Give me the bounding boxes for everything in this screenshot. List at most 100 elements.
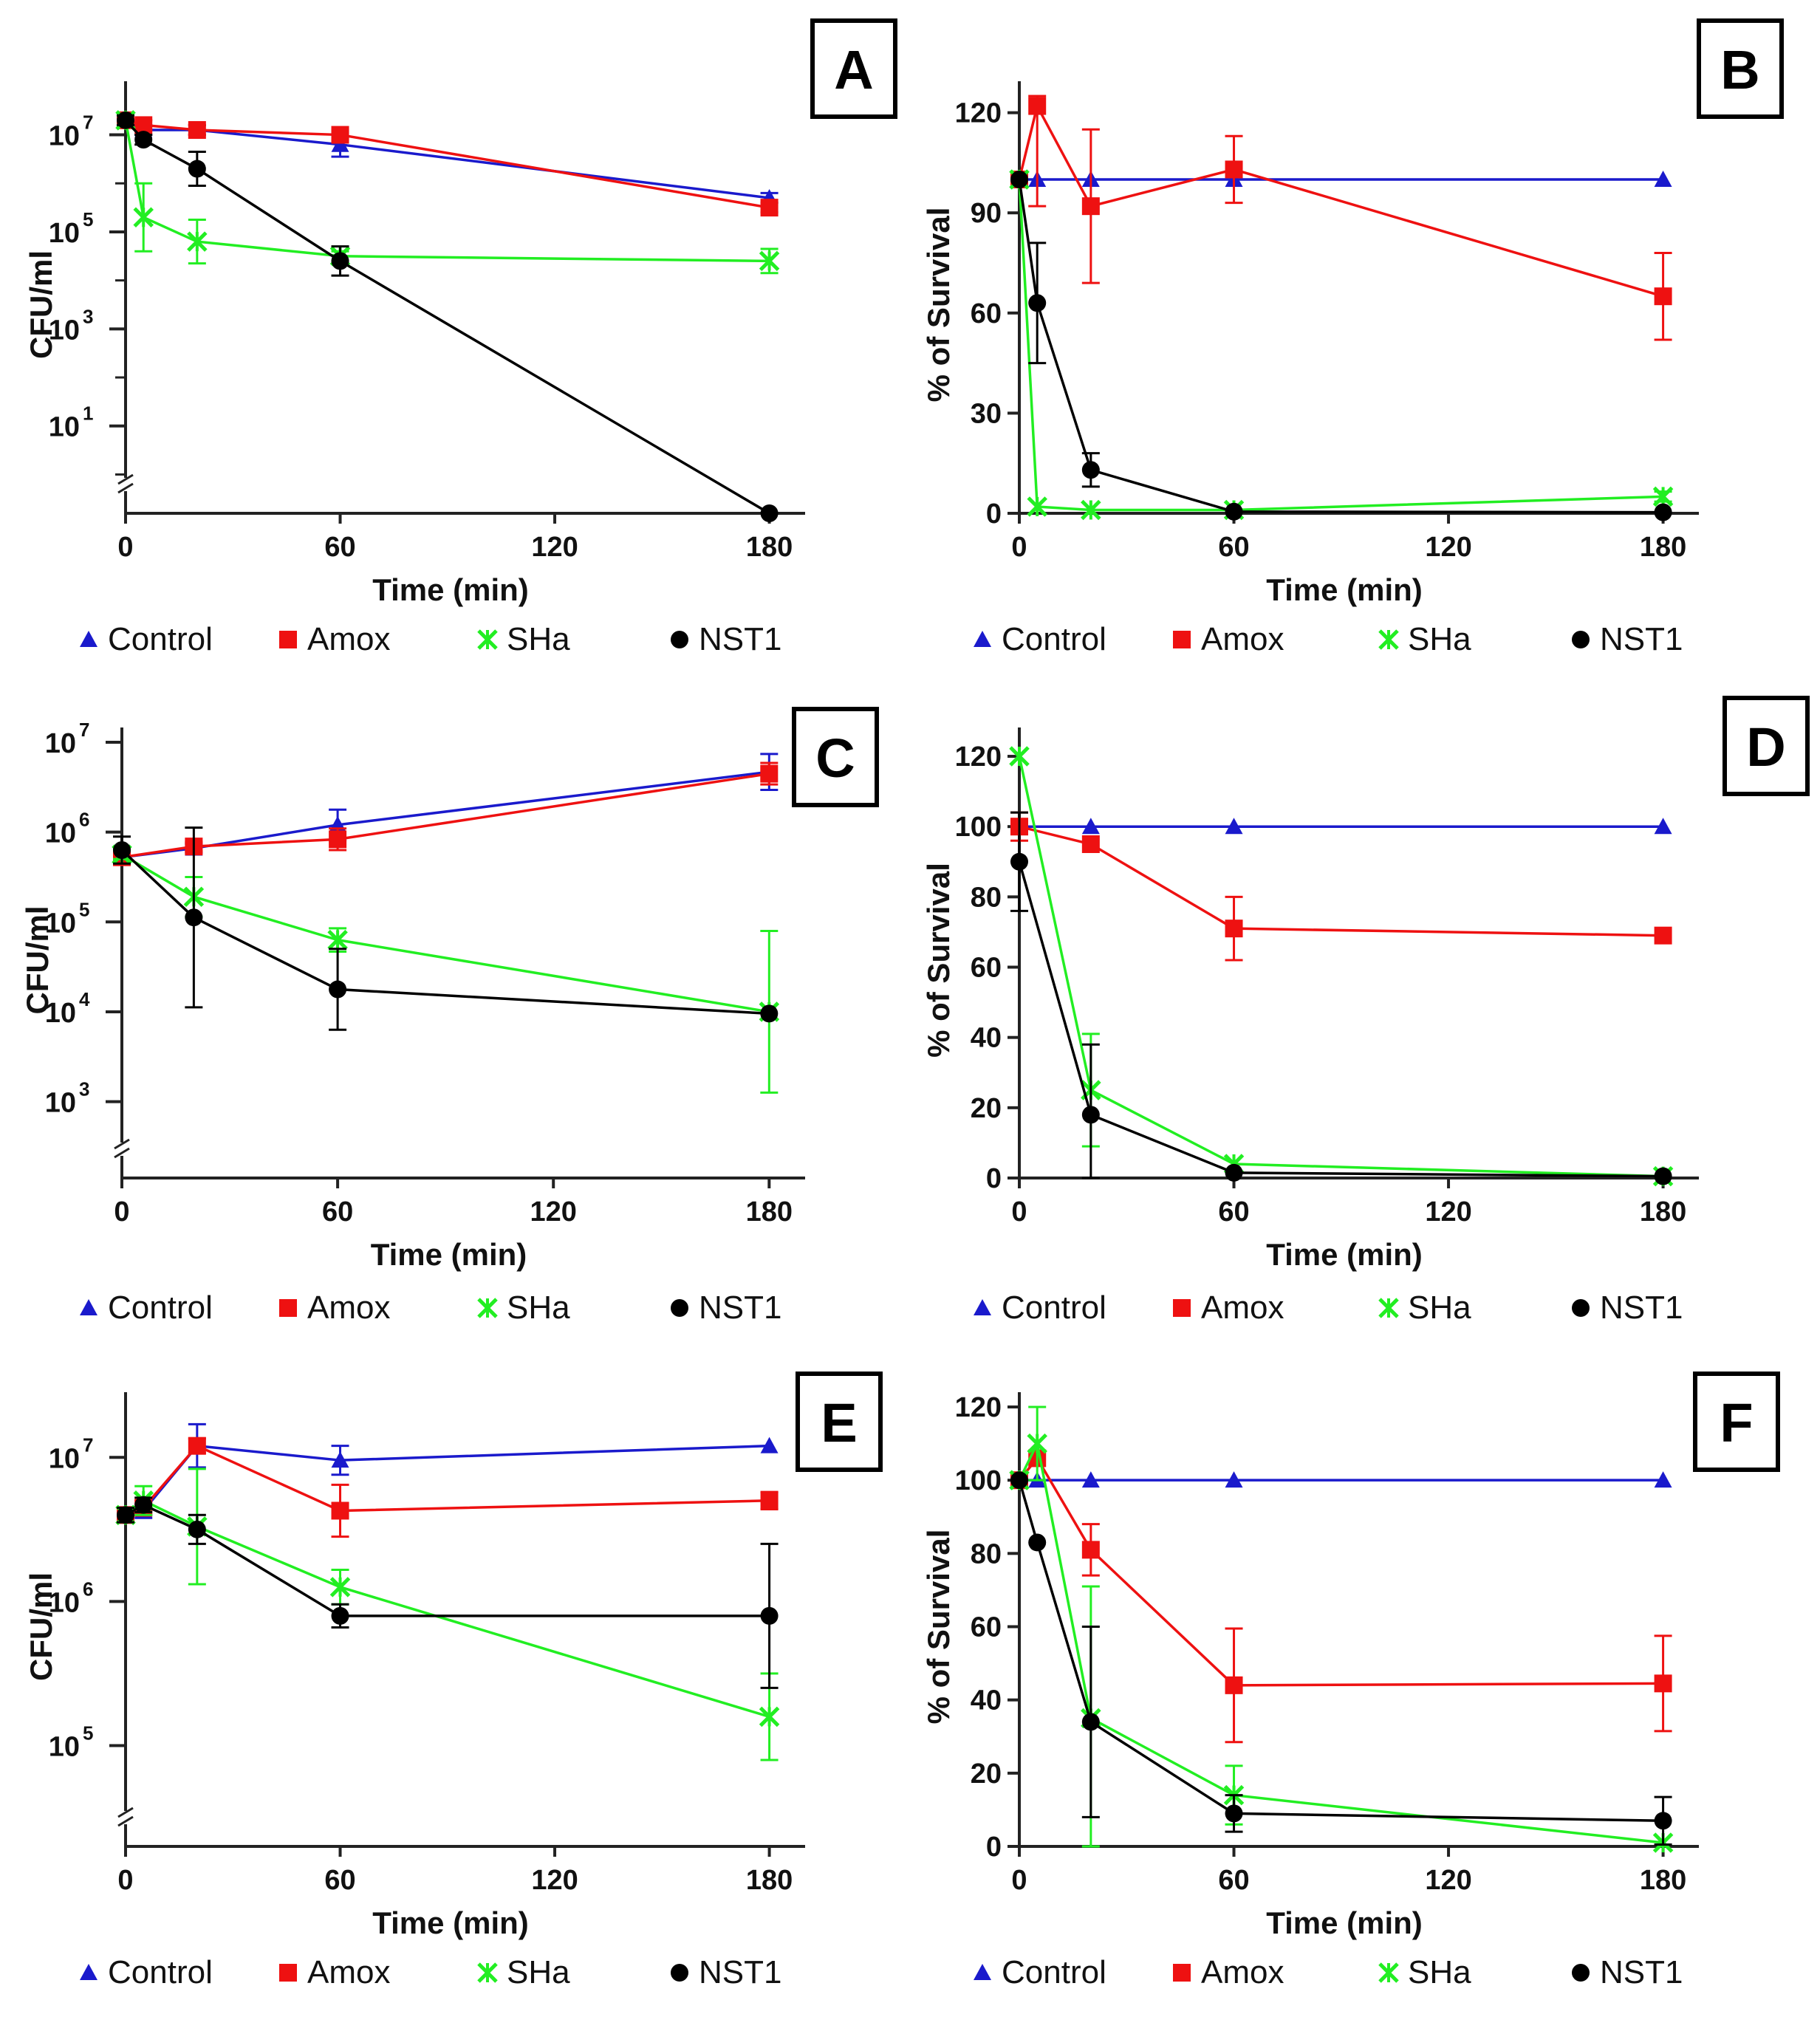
data-point xyxy=(1027,1433,1047,1454)
data-point xyxy=(1654,1167,1672,1185)
legend-label: SHa xyxy=(507,1290,570,1326)
axis-break xyxy=(114,1138,130,1159)
y-tick-label: 80 xyxy=(971,1538,1002,1569)
legend-marker xyxy=(1378,1962,1399,1983)
y-axis-title: CFU/ml xyxy=(20,906,55,1015)
y-tick-exponent: 7 xyxy=(83,1434,93,1456)
data-point xyxy=(1081,835,1100,853)
y-tick-label: 10 xyxy=(49,315,80,346)
legend-item-sha: SHa xyxy=(477,1290,570,1326)
legend-marker xyxy=(80,1964,98,1980)
legend-item-control: Control xyxy=(80,1954,213,1990)
series-amox xyxy=(113,761,779,866)
legend-marker xyxy=(477,1298,498,1318)
y-tick-label: 40 xyxy=(971,1023,1002,1054)
panel-letter: A xyxy=(834,39,873,100)
legend: Control Amox SHa NST1 xyxy=(80,621,781,657)
series-line xyxy=(1018,1439,1663,1844)
y-tick-label: 100 xyxy=(955,1465,1002,1496)
data-point xyxy=(113,840,131,859)
series-sha xyxy=(1009,169,1674,521)
y-tick-exponent: 1 xyxy=(83,403,93,425)
data-point xyxy=(1081,499,1101,521)
data-point xyxy=(1225,1804,1243,1823)
series-nst1 xyxy=(1010,1471,1672,1846)
legend: Control Amox SHa NST1 xyxy=(974,1954,1683,1990)
legend-label: Control xyxy=(108,1954,213,1990)
series-nst1 xyxy=(117,111,779,522)
data-point xyxy=(1081,197,1100,216)
legend-marker xyxy=(80,631,98,647)
y-tick-label: 120 xyxy=(955,1392,1002,1423)
data-point xyxy=(1654,1674,1672,1693)
data-point xyxy=(1081,1713,1100,1731)
x-tick-label: 120 xyxy=(530,1196,577,1227)
x-tick-label: 60 xyxy=(324,532,355,563)
y-tick-label: 120 xyxy=(955,742,1002,773)
data-point xyxy=(760,1606,779,1625)
y-tick-label: 0 xyxy=(986,1163,1002,1194)
series-line xyxy=(1018,1479,1663,1823)
series-line xyxy=(1018,179,1663,514)
legend-marker xyxy=(671,631,688,648)
y-tick-label: 10 xyxy=(45,728,76,759)
data-point xyxy=(1081,1541,1100,1559)
legend-item-sha: SHa xyxy=(477,1954,570,1990)
legend-marker xyxy=(279,631,297,648)
panel-label: F xyxy=(1693,1372,1780,1472)
legend-item-control: Control xyxy=(974,621,1106,657)
legend-label: Amox xyxy=(1201,1290,1284,1326)
x-tick-label: 180 xyxy=(746,1865,793,1896)
data-point xyxy=(331,252,349,270)
legend-label: NST1 xyxy=(699,1954,781,1990)
x-tick-label: 120 xyxy=(1425,532,1471,563)
panel-label: D xyxy=(1722,696,1810,796)
y-tick-exponent: 3 xyxy=(83,305,93,327)
legend-marker xyxy=(974,631,991,647)
legend-marker xyxy=(1572,631,1590,648)
series-control xyxy=(1010,818,1672,835)
legend-marker xyxy=(1378,1298,1399,1318)
series-line xyxy=(1018,756,1663,1178)
y-tick-exponent: 3 xyxy=(79,1078,89,1100)
legend-label: Control xyxy=(108,1290,213,1326)
series-amox xyxy=(1010,811,1672,962)
y-tick-label: 20 xyxy=(971,1093,1002,1124)
legend-label: NST1 xyxy=(699,1290,781,1326)
legend-label: Amox xyxy=(1201,1954,1284,1990)
series-line xyxy=(121,772,770,859)
x-axis-title: Time (min) xyxy=(1266,572,1423,607)
data-point xyxy=(1081,1106,1100,1124)
data-point xyxy=(1010,1471,1028,1490)
data-point xyxy=(760,1437,779,1453)
y-tick-label: 100 xyxy=(955,812,1002,843)
legend-label: Amox xyxy=(307,621,390,657)
legend-label: SHa xyxy=(1408,1290,1471,1326)
series-line xyxy=(1018,861,1663,1178)
data-point xyxy=(331,1501,349,1520)
panel-letter: D xyxy=(1746,716,1785,778)
series-nst1 xyxy=(117,1496,779,1689)
data-point xyxy=(1652,486,1674,507)
legend-label: Amox xyxy=(307,1290,390,1326)
x-tick-label: 0 xyxy=(117,1865,133,1896)
legend-item-control: Control xyxy=(974,1954,1106,1990)
x-tick-label: 0 xyxy=(114,1196,129,1227)
legend-marker xyxy=(279,1299,297,1317)
x-tick-label: 120 xyxy=(531,1865,578,1896)
legend: Control Amox SHa NST1 xyxy=(974,621,1683,657)
series-line xyxy=(1018,102,1664,298)
y-tick-exponent: 6 xyxy=(79,809,89,831)
y-axis-title: CFU/ml xyxy=(24,250,58,359)
axis-break xyxy=(117,1807,134,1827)
legend-label: NST1 xyxy=(1600,621,1683,657)
x-tick-label: 120 xyxy=(1425,1196,1471,1227)
y-tick-label: 60 xyxy=(971,953,1002,984)
series-nst1 xyxy=(1010,811,1672,1185)
data-point xyxy=(760,199,779,217)
legend-item-control: Control xyxy=(974,1290,1106,1326)
